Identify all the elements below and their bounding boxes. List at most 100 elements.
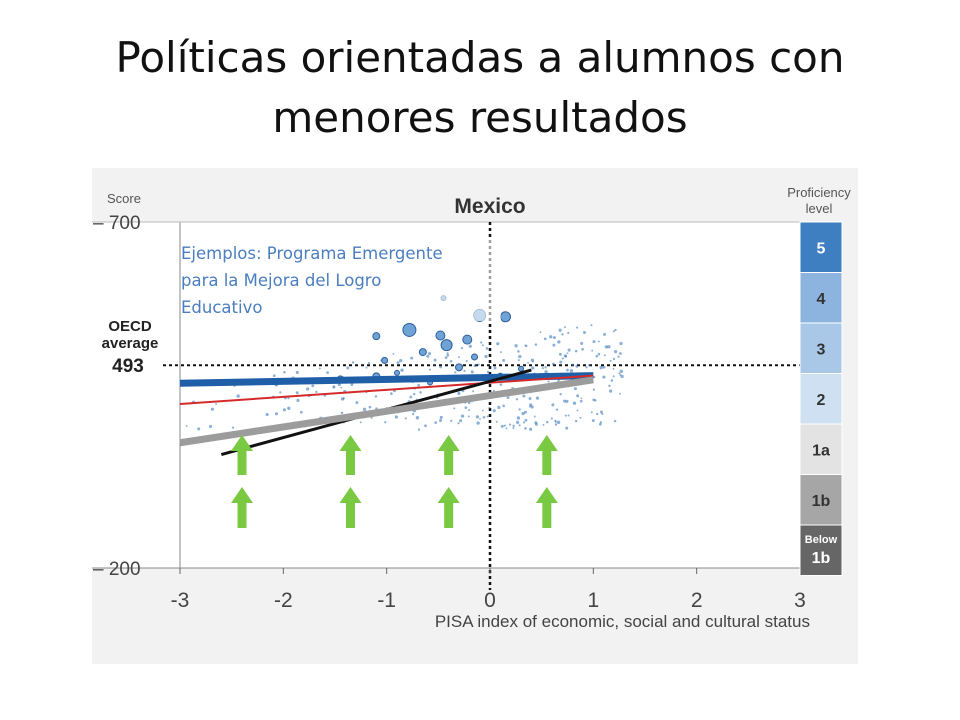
school-point: [396, 361, 400, 364]
school-point: [561, 357, 564, 360]
school-point: [534, 343, 538, 346]
school-point: [603, 332, 607, 336]
school-point: [210, 407, 215, 411]
annotation-line-2: para la Mejora del Logro: [181, 271, 382, 290]
x-tick-label: 2: [691, 589, 703, 612]
school-point: [558, 352, 562, 356]
school-point: [619, 392, 621, 395]
school-point: [477, 363, 480, 366]
school-point: [497, 405, 501, 410]
school-point: [608, 384, 611, 388]
school-point: [565, 426, 569, 430]
y-tick-label: – 200: [93, 559, 141, 580]
school-point: [265, 412, 269, 417]
school-point: [569, 369, 574, 373]
school-point: [579, 399, 583, 403]
school-point: [563, 326, 566, 329]
up-arrow-icon: [231, 435, 253, 475]
school-point: [564, 414, 567, 417]
school-point: [482, 415, 486, 419]
school-point: [518, 408, 521, 411]
school-point: [580, 397, 583, 400]
proficiency-title-line-2: level: [806, 201, 833, 216]
school-point: [236, 394, 240, 398]
school-point: [464, 406, 468, 409]
school-point: [389, 392, 393, 395]
school-bubble: [394, 369, 400, 376]
school-point: [350, 383, 354, 386]
up-arrow-icon: [535, 487, 558, 528]
school-point: [512, 424, 515, 427]
school-point: [549, 335, 553, 339]
school-point: [588, 363, 591, 367]
school-point: [503, 424, 506, 427]
school-point: [215, 402, 217, 405]
school-point: [576, 409, 579, 412]
school-point: [533, 415, 536, 418]
school-point: [528, 397, 532, 401]
school-point: [424, 424, 427, 428]
school-point: [460, 414, 465, 418]
school-point: [555, 408, 559, 411]
school-point: [591, 349, 594, 352]
school-point: [590, 324, 593, 327]
school-point: [484, 354, 488, 359]
school-point: [493, 366, 497, 370]
school-point: [296, 398, 300, 403]
school-point: [544, 370, 548, 374]
school-point: [547, 380, 550, 383]
school-point: [454, 371, 457, 374]
school-point: [439, 365, 442, 369]
school-point: [566, 368, 569, 372]
school-point: [384, 421, 387, 424]
school-point: [598, 422, 602, 426]
school-point: [563, 354, 567, 358]
school-point: [534, 421, 538, 425]
school-point: [486, 370, 490, 374]
school-point: [543, 337, 547, 341]
school-point: [274, 412, 279, 416]
school-point: [480, 341, 483, 344]
school-point: [576, 326, 579, 329]
school-point: [567, 331, 570, 334]
school-point: [566, 352, 569, 355]
school-point: [582, 330, 586, 334]
school-point: [467, 415, 470, 418]
proficiency-level-label: 1a: [812, 442, 830, 459]
school-point: [575, 364, 579, 368]
school-point: [567, 348, 571, 352]
proficiency-title-line-1: Proficiency: [787, 185, 851, 200]
x-tick-label: 0: [484, 589, 496, 612]
school-point: [599, 365, 603, 370]
school-point: [439, 415, 443, 420]
school-bubble: [440, 339, 453, 352]
school-point: [404, 417, 407, 420]
school-point: [607, 345, 611, 349]
school-point: [495, 420, 498, 423]
school-point: [340, 411, 344, 415]
x-tick-label: -3: [171, 589, 190, 612]
school-point: [415, 416, 420, 420]
school-bubble: [455, 363, 463, 372]
school-point: [481, 344, 484, 347]
chart-annotation: Ejemplos: Programa Emergente para la Mej…: [181, 240, 501, 321]
school-point: [508, 423, 512, 426]
school-point: [518, 424, 521, 427]
school-point: [602, 365, 606, 369]
school-point: [502, 404, 505, 408]
school-point: [340, 386, 343, 389]
school-point: [572, 401, 577, 405]
school-point: [612, 367, 615, 370]
school-point: [552, 362, 555, 366]
chart-title: Mexico: [454, 195, 525, 218]
school-bubble: [435, 330, 446, 341]
school-point: [374, 395, 378, 398]
school-point: [557, 340, 561, 344]
school-point: [561, 333, 564, 336]
school-point: [613, 419, 617, 423]
school-point: [514, 344, 518, 348]
school-point: [428, 352, 432, 356]
school-point: [453, 407, 456, 410]
school-point: [417, 428, 421, 431]
school-point: [492, 409, 496, 413]
